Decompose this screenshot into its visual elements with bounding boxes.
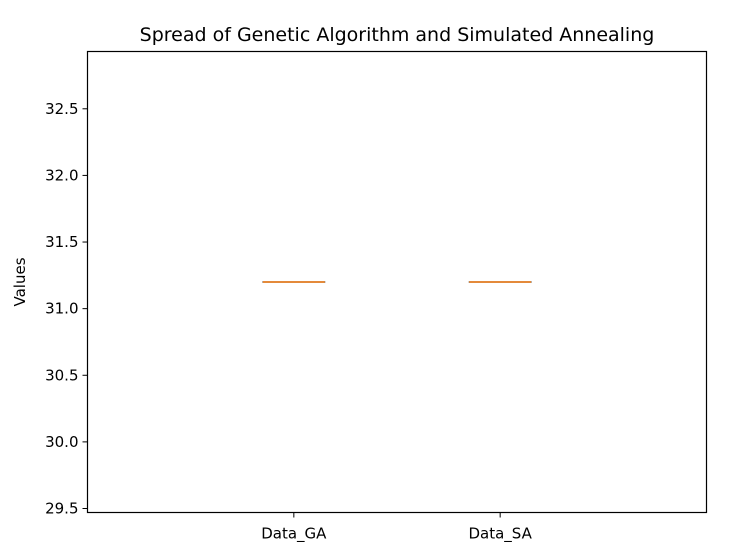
y-tick-label: 30.0 <box>45 433 78 451</box>
y-tick-label: 29.5 <box>45 500 78 518</box>
y-axis: 29.5 30.0 30.5 31.0 31.5 32.0 32.5 <box>45 100 88 518</box>
y-tick-label: 31.5 <box>45 233 78 251</box>
y-axis-label: Values <box>11 257 29 306</box>
y-tick-label: 30.5 <box>45 366 78 384</box>
y-tick-label: 32.5 <box>45 100 78 118</box>
chart-title: Spread of Genetic Algorithm and Simulate… <box>140 24 655 46</box>
x-axis: Data_GA Data_SA <box>261 512 533 544</box>
x-tick-label: Data_SA <box>468 525 532 544</box>
x-tick-label: Data_GA <box>261 525 327 544</box>
plot-area-frame <box>86 50 708 514</box>
y-tick-label: 31.0 <box>45 300 78 318</box>
y-tick-label: 32.0 <box>45 166 78 184</box>
